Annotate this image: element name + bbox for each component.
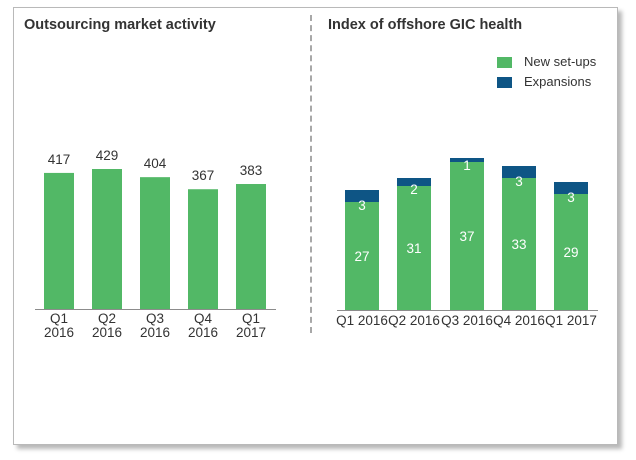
left-bar-value-label: 417 bbox=[48, 152, 71, 167]
left-bar-value-label: 383 bbox=[240, 163, 263, 178]
right-x-tick-label: Q3 2016 bbox=[441, 313, 493, 328]
right-bar-expansions-3 bbox=[450, 158, 484, 162]
right-bar-new-setups-5 bbox=[554, 194, 588, 310]
right-bar-expansions-5 bbox=[554, 182, 588, 194]
left-bar-5 bbox=[236, 184, 266, 309]
left-bar-3 bbox=[140, 177, 170, 309]
chart-divider bbox=[310, 15, 312, 333]
left-bar-4 bbox=[188, 189, 218, 309]
new-setups-value-label: 29 bbox=[563, 245, 578, 260]
legend-label-new-setups: New set-ups bbox=[524, 54, 597, 69]
right-x-tick-label: Q4 2016 bbox=[493, 313, 545, 328]
left-x-tick-label: Q3 bbox=[146, 311, 164, 326]
left-bar-1 bbox=[44, 172, 74, 309]
legend-swatch-expansions bbox=[497, 77, 512, 88]
left-x-tick-label-year: 2016 bbox=[44, 325, 74, 340]
right-chart-title: Index of offshore GIC health bbox=[328, 17, 523, 33]
right-bar-expansions-1 bbox=[345, 190, 379, 202]
left-bar-value-label: 429 bbox=[96, 148, 119, 163]
right-bar-expansions-2 bbox=[397, 178, 431, 186]
right-bar-expansions-4 bbox=[502, 166, 536, 178]
right-x-tick-label: Q2 2016 bbox=[388, 313, 440, 328]
left-x-tick-label-year: 2016 bbox=[140, 325, 170, 340]
right-bar-new-setups-2 bbox=[397, 186, 431, 310]
right-x-tick-label: Q1 2017 bbox=[545, 313, 597, 328]
expansions-value-label: 3 bbox=[567, 190, 575, 205]
left-x-tick-label: Q2 bbox=[98, 311, 116, 326]
left-bar-value-label: 404 bbox=[144, 156, 167, 171]
expansions-value-label: 3 bbox=[358, 198, 366, 213]
left-chart-title: Outsourcing market activity bbox=[24, 17, 216, 33]
new-setups-value-label: 33 bbox=[511, 237, 526, 252]
expansions-value-label: 3 bbox=[515, 174, 523, 189]
right-bar-new-setups-4 bbox=[502, 178, 536, 310]
right-x-tick-label: Q1 2016 bbox=[336, 313, 388, 328]
left-x-tick-label: Q1 bbox=[242, 311, 260, 326]
new-setups-value-label: 37 bbox=[459, 229, 474, 244]
left-x-tick-label-year: 2016 bbox=[92, 325, 122, 340]
left-x-tick-label: Q1 bbox=[50, 311, 68, 326]
expansions-value-label: 2 bbox=[410, 182, 418, 197]
right-bar-new-setups-1 bbox=[345, 202, 379, 310]
new-setups-value-label: 31 bbox=[406, 241, 421, 256]
left-x-tick-label: Q4 bbox=[194, 311, 213, 326]
right-bar-new-setups-3 bbox=[450, 162, 484, 310]
legend-label-expansions: Expansions bbox=[524, 74, 592, 89]
left-x-tick-label-year: 2017 bbox=[236, 325, 266, 340]
left-bar-2 bbox=[92, 169, 122, 309]
left-bar-value-label: 367 bbox=[192, 168, 215, 183]
new-setups-value-label: 27 bbox=[354, 249, 369, 264]
expansions-value-label: 1 bbox=[463, 158, 471, 173]
left-x-tick-label-year: 2016 bbox=[188, 325, 218, 340]
legend-swatch-new-setups bbox=[497, 57, 512, 68]
